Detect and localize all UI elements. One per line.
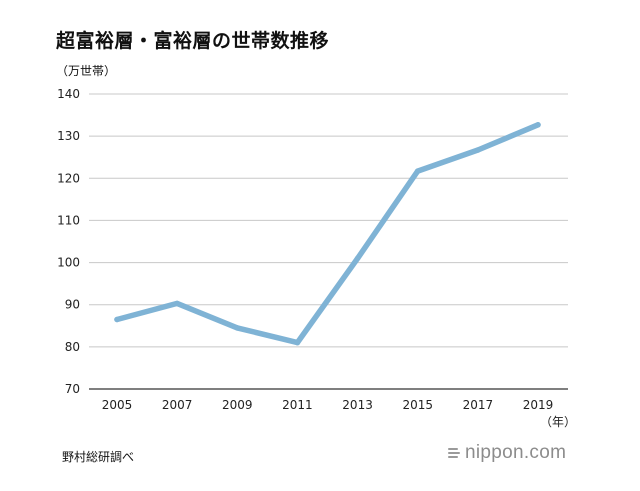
y-tick-label: 80 — [65, 340, 80, 354]
y-tick-label: 110 — [57, 213, 80, 227]
source-note: 野村総研調べ — [62, 450, 135, 464]
data-point — [535, 122, 541, 128]
x-tick-label: 2011 — [282, 398, 313, 412]
x-tick-label: 2007 — [162, 398, 193, 412]
gridlines — [89, 93, 568, 390]
x-tick-label: 2019 — [523, 398, 554, 412]
x-axis-ticks: 2005 2007 2009 2011 2013 2015 2017 2019 （年） — [102, 398, 576, 429]
y-tick-label: 90 — [65, 298, 80, 312]
data-point — [475, 147, 481, 153]
data-point — [234, 325, 241, 331]
y-tick-label: 120 — [57, 171, 80, 185]
data-point — [414, 168, 421, 174]
y-tick-label: 70 — [65, 382, 80, 396]
data-point — [294, 339, 301, 346]
brand-name: nippon.com — [465, 442, 567, 463]
series-line — [114, 122, 541, 346]
chart-title: 超富裕層・富裕層の世帯数推移 — [56, 30, 330, 52]
y-axis-ticks: 70 80 90 100 110 120 130 140 — [57, 87, 80, 396]
x-tick-label: 2009 — [222, 398, 253, 412]
x-tick-label: 2005 — [102, 398, 133, 412]
y-tick-label: 140 — [57, 87, 80, 101]
data-point — [174, 300, 180, 307]
y-tick-label: 100 — [57, 256, 80, 270]
x-tick-label: 2013 — [342, 398, 373, 412]
y-tick-label: 130 — [57, 129, 80, 143]
brand-logo: nippon.com — [448, 442, 566, 464]
series-layer — [114, 122, 541, 346]
data-point — [354, 255, 361, 262]
x-tick-label: 2015 — [402, 398, 433, 412]
y-axis-unit-label: （万世帯） — [56, 64, 117, 78]
nippon-logo-icon — [448, 445, 460, 461]
data-point — [114, 316, 120, 323]
x-tick-label: 2017 — [463, 398, 494, 412]
x-axis-unit-label: （年） — [540, 415, 576, 429]
